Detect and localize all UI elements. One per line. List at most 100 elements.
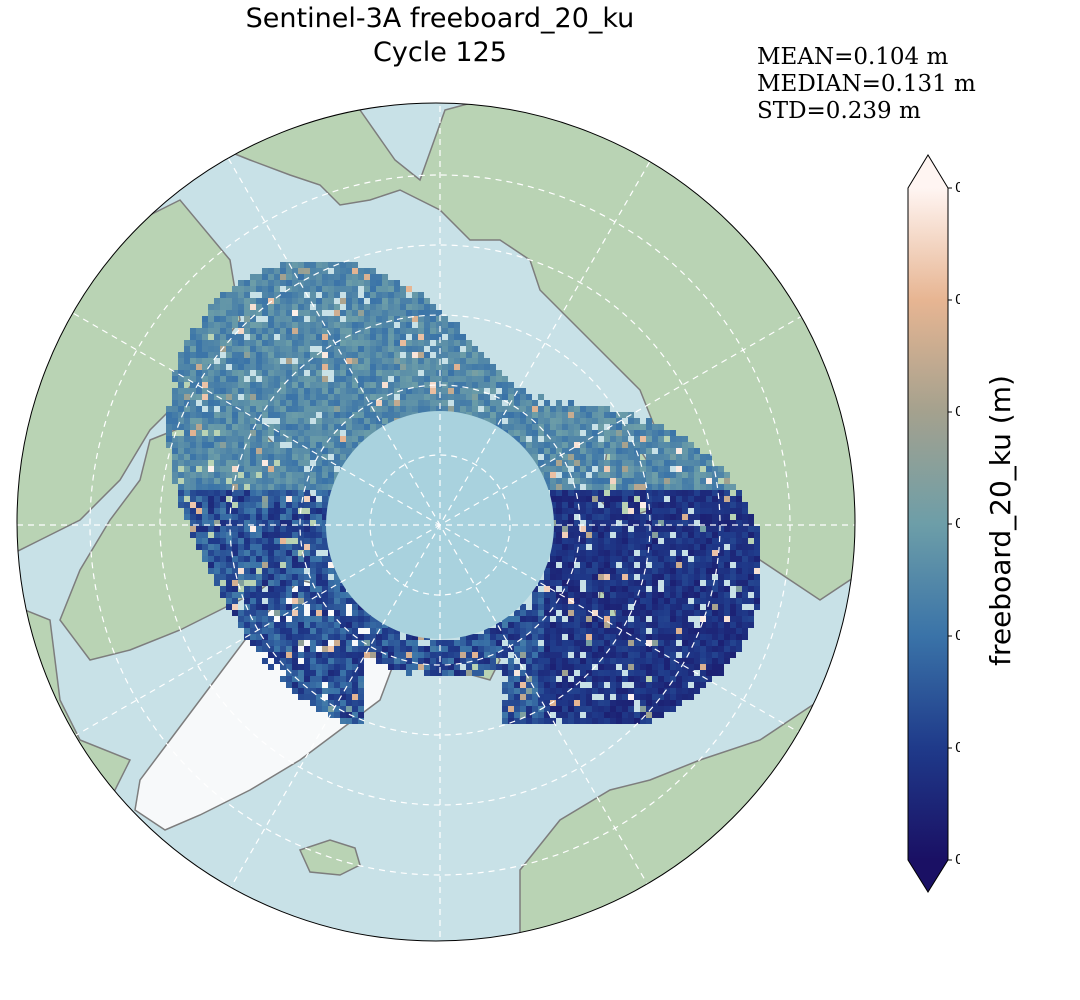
ice-cell	[700, 586, 706, 592]
ice-cell	[238, 574, 244, 580]
ice-cell	[184, 412, 190, 418]
ice-cell	[358, 274, 364, 280]
ice-cell	[304, 364, 310, 370]
ice-cell	[346, 412, 352, 418]
ice-cell	[694, 514, 700, 520]
ice-cell	[316, 388, 322, 394]
ice-cell	[718, 664, 724, 670]
ice-cell	[586, 688, 592, 694]
ice-cell	[730, 628, 736, 634]
ice-cell	[346, 304, 352, 310]
ice-cell	[298, 592, 304, 598]
ice-cell	[652, 556, 658, 562]
ice-cell	[244, 388, 250, 394]
ice-cell	[358, 688, 364, 694]
ice-cell	[646, 496, 652, 502]
ice-cell	[598, 676, 604, 682]
ice-cell	[214, 304, 220, 310]
ice-cell	[646, 484, 652, 490]
ice-cell	[316, 334, 322, 340]
ice-cell	[538, 610, 544, 616]
ice-cell	[466, 634, 472, 640]
ice-cell	[184, 448, 190, 454]
ice-cell	[622, 562, 628, 568]
ice-cell	[220, 550, 226, 556]
ice-cell	[316, 424, 322, 430]
ice-cell	[622, 634, 628, 640]
ice-cell	[334, 622, 340, 628]
ice-cell	[268, 310, 274, 316]
ice-cell	[334, 388, 340, 394]
ice-cell	[304, 400, 310, 406]
ice-cell	[316, 286, 322, 292]
ice-cell	[358, 268, 364, 274]
ice-cell	[406, 322, 412, 328]
ice-cell	[646, 514, 652, 520]
ice-cell	[682, 604, 688, 610]
ice-cell	[394, 628, 400, 634]
ice-cell	[310, 292, 316, 298]
ice-cell	[688, 478, 694, 484]
ice-cell	[610, 508, 616, 514]
ice-cell	[184, 418, 190, 424]
ice-cell	[448, 646, 454, 652]
ice-cell	[652, 472, 658, 478]
ice-cell	[580, 442, 586, 448]
ice-cell	[412, 640, 418, 646]
ice-cell	[220, 448, 226, 454]
ice-cell	[574, 532, 580, 538]
ice-cell	[346, 682, 352, 688]
ice-cell	[604, 496, 610, 502]
ice-cell	[334, 460, 340, 466]
ice-cell	[256, 274, 262, 280]
ice-cell	[316, 508, 322, 514]
ice-cell	[658, 460, 664, 466]
ice-cell	[322, 592, 328, 598]
ice-cell	[244, 340, 250, 346]
ice-cell	[226, 340, 232, 346]
ice-cell	[322, 364, 328, 370]
ice-cell	[490, 664, 496, 670]
ice-cell	[310, 568, 316, 574]
ice-cell	[556, 706, 562, 712]
ice-cell	[316, 688, 322, 694]
ice-cell	[196, 526, 202, 532]
ice-cell	[382, 622, 388, 628]
ice-cell	[616, 676, 622, 682]
ice-cell	[382, 352, 388, 358]
ice-cell	[280, 568, 286, 574]
ice-cell	[574, 658, 580, 664]
ice-cell	[514, 718, 520, 724]
ice-cell	[364, 340, 370, 346]
ice-cell	[544, 610, 550, 616]
ice-cell	[514, 688, 520, 694]
ice-cell	[250, 460, 256, 466]
ice-cell	[562, 466, 568, 472]
ice-cell	[460, 670, 466, 676]
ice-cell	[286, 658, 292, 664]
ice-cell	[178, 484, 184, 490]
ice-cell	[226, 562, 232, 568]
ice-cell	[520, 628, 526, 634]
ice-cell	[352, 352, 358, 358]
ice-cell	[412, 358, 418, 364]
ice-cell	[616, 478, 622, 484]
ice-cell	[220, 532, 226, 538]
ice-cell	[616, 652, 622, 658]
ice-cell	[214, 322, 220, 328]
ice-cell	[646, 652, 652, 658]
ice-cell	[466, 340, 472, 346]
ice-cell	[640, 712, 646, 718]
ice-cell	[544, 478, 550, 484]
ice-cell	[526, 412, 532, 418]
ice-cell	[694, 508, 700, 514]
ice-cell	[628, 520, 634, 526]
ice-cell	[628, 490, 634, 496]
ice-cell	[352, 286, 358, 292]
ice-cell	[424, 328, 430, 334]
ice-cell	[520, 616, 526, 622]
ice-cell	[724, 478, 730, 484]
ice-cell	[298, 370, 304, 376]
ice-cell	[244, 628, 250, 634]
ice-cell	[262, 370, 268, 376]
